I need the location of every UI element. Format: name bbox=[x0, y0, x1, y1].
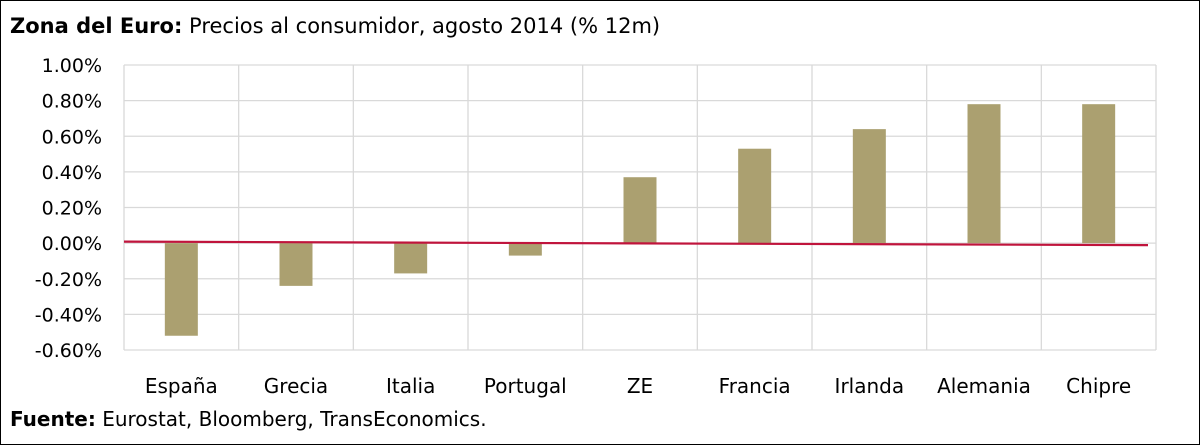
source-text: Eurostat, Bloomberg, TransEconomics. bbox=[95, 407, 487, 431]
x-tick-label: Italia bbox=[386, 374, 435, 398]
bar-layer bbox=[164, 104, 1116, 336]
chart-title-bold: Zona del Euro: bbox=[10, 14, 183, 38]
zero-line-layer bbox=[123, 240, 1149, 247]
y-tick-label: 0.20% bbox=[42, 198, 102, 220]
y-tick-label: -0.40% bbox=[35, 304, 102, 326]
source-label: Fuente: bbox=[10, 407, 96, 431]
y-tick-label: -0.20% bbox=[35, 269, 102, 291]
x-tick-label: Portugal bbox=[484, 374, 567, 398]
y-axis-ticks: 1.00% 0.80% 0.60% 0.40% 0.20% 0.00% -0.20% -0.4… bbox=[35, 55, 102, 362]
x-tick-label: ZE bbox=[627, 374, 653, 398]
chart-title-rest: Precios al consumidor, agosto 2014 (% 12… bbox=[182, 14, 661, 38]
bar-grecia bbox=[279, 243, 313, 286]
y-tick-label: -0.60% bbox=[35, 340, 102, 362]
zero-line bbox=[123, 240, 1149, 247]
x-tick-label: Irlanda bbox=[835, 374, 905, 398]
x-tick-label: Chipre bbox=[1066, 374, 1131, 398]
bar-francia bbox=[738, 148, 772, 244]
bar-alemania bbox=[967, 104, 1001, 244]
bar-españa bbox=[164, 243, 198, 336]
bar-italia bbox=[394, 243, 428, 274]
bar-portugal bbox=[508, 243, 542, 256]
bar-ze bbox=[623, 177, 657, 244]
y-tick-label: 0.80% bbox=[42, 91, 102, 113]
x-tick-label: España bbox=[145, 374, 218, 398]
y-tick-label: 0.00% bbox=[42, 233, 102, 255]
x-tick-label: Grecia bbox=[264, 374, 328, 398]
bar-irlanda bbox=[852, 129, 886, 244]
y-tick-label: 0.60% bbox=[42, 126, 102, 148]
y-tick-label: 1.00% bbox=[42, 55, 102, 77]
y-tick-label: 0.40% bbox=[42, 162, 102, 184]
chart-title: Zona del Euro: Precios al consumidor, ag… bbox=[10, 14, 660, 38]
x-axis-ticks: España Grecia Italia Portugal ZE Francia Irlan… bbox=[145, 374, 1131, 398]
bar-chipre bbox=[1082, 104, 1116, 244]
source-note: Fuente: Eurostat, Bloomberg, TransEconom… bbox=[10, 407, 487, 431]
x-tick-label: Francia bbox=[719, 374, 791, 398]
x-tick-label: Alemania bbox=[937, 374, 1031, 398]
